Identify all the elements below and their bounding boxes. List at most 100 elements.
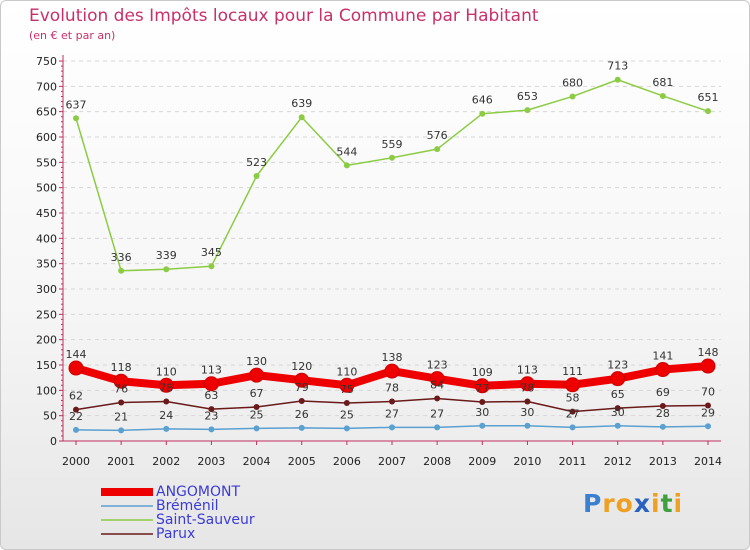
data-point: [73, 115, 79, 122]
data-point: [479, 422, 486, 429]
data-label: 65: [611, 388, 625, 401]
y-tick-label: 550: [36, 156, 57, 169]
x-tick-label: 2010: [513, 455, 541, 468]
x-tick-label: 2007: [378, 455, 406, 468]
data-point: [253, 404, 260, 411]
data-label: 639: [291, 97, 312, 110]
data-label: 138: [382, 351, 403, 364]
logo-letter: o: [615, 489, 634, 518]
x-tick-label: 2006: [333, 455, 361, 468]
data-label: 29: [701, 406, 715, 419]
data-point: [339, 377, 355, 393]
data-label: 113: [517, 364, 538, 377]
logo-letter: i: [673, 489, 684, 518]
data-point: [253, 425, 260, 432]
data-point: [614, 422, 621, 429]
data-label: 30: [475, 406, 489, 419]
data-point: [73, 406, 79, 413]
data-label: 27: [385, 407, 399, 420]
series-saint-sauveur: [73, 76, 711, 274]
logo-letter: t: [660, 489, 674, 518]
data-point: [655, 362, 671, 378]
data-label: 148: [698, 346, 719, 359]
data-point: [479, 398, 486, 405]
x-tick-label: 2009: [468, 455, 496, 468]
data-label: 523: [246, 156, 267, 169]
y-tick-label: 400: [36, 232, 57, 245]
data-label: 336: [111, 251, 132, 264]
y-tick-label: 100: [36, 384, 57, 397]
data-point: [118, 427, 125, 434]
data-label: 22: [69, 410, 83, 423]
data-point: [700, 358, 716, 374]
y-tick-label: 0: [50, 435, 57, 448]
data-point: [249, 367, 265, 383]
data-label: 23: [204, 409, 218, 422]
data-label: 78: [385, 381, 399, 394]
y-tick-label: 750: [36, 55, 57, 68]
data-point: [68, 360, 84, 376]
data-label: 144: [66, 348, 87, 361]
x-tick-label: 2012: [604, 455, 632, 468]
series-line: [75, 78, 709, 272]
data-label: 123: [607, 359, 628, 372]
data-point: [343, 400, 350, 406]
data-point: [73, 426, 79, 433]
x-tick-label: 2001: [107, 455, 135, 468]
data-point: [163, 425, 170, 432]
data-point: [524, 107, 531, 114]
y-tick-label: 700: [36, 80, 57, 93]
data-point: [474, 378, 490, 394]
y-tick-label: 300: [36, 283, 57, 296]
data-point: [113, 373, 129, 389]
data-point: [569, 424, 576, 431]
data-point: [298, 424, 305, 431]
data-label: 681: [652, 76, 673, 89]
x-tick-label: 2000: [62, 455, 90, 468]
y-tick-label: 150: [36, 359, 57, 372]
data-label: 110: [156, 365, 177, 378]
data-label: 30: [520, 406, 534, 419]
y-tick-label: 600: [36, 131, 57, 144]
x-tick-label: 2011: [559, 455, 587, 468]
data-label: 113: [201, 364, 222, 377]
data-point: [479, 110, 486, 117]
data-label: 78: [520, 381, 534, 394]
data-point: [298, 397, 305, 404]
data-label: 576: [427, 129, 448, 142]
legend-swatch-bremenil: [101, 505, 153, 507]
data-point: [163, 266, 170, 273]
logo-letter: x: [633, 489, 651, 518]
data-point: [614, 405, 621, 412]
data-label: 26: [295, 408, 309, 421]
data-label: 62: [69, 390, 83, 403]
data-label: 27: [566, 407, 580, 420]
data-point: [659, 423, 666, 430]
data-label: 27: [430, 407, 444, 420]
x-tick-label: 2014: [694, 455, 722, 468]
x-tick-label: 2004: [243, 455, 271, 468]
data-label: 77: [475, 382, 489, 395]
legend-label-angomont: ANGOMONT: [156, 484, 241, 500]
data-point: [705, 108, 711, 115]
data-point: [434, 146, 441, 153]
data-label: 120: [291, 360, 312, 373]
data-label: 67: [250, 387, 264, 400]
data-point: [389, 154, 395, 161]
data-point: [384, 363, 400, 379]
data-point: [524, 422, 531, 429]
legend-label-parux: Parux: [156, 526, 196, 542]
data-label: 24: [159, 409, 173, 422]
data-point: [298, 114, 305, 121]
legend-swatch-angomont: [101, 488, 153, 496]
data-point: [569, 408, 576, 415]
legend-swatch-saint-sauveur: [101, 519, 153, 521]
data-point: [659, 92, 666, 99]
data-label: 651: [698, 91, 719, 104]
data-label: 25: [250, 408, 264, 421]
data-label: 25: [340, 408, 354, 421]
data-point: [158, 377, 174, 393]
data-label: 713: [607, 60, 628, 73]
